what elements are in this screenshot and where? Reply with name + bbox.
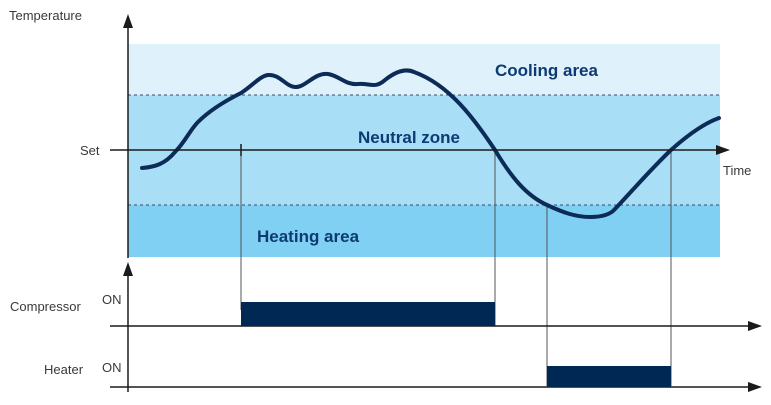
heating-area-band [128, 205, 720, 257]
heater-label: Heater [44, 362, 84, 377]
output-axis-arrow-icon [123, 262, 133, 276]
set-label: Set [80, 143, 100, 158]
time-axis-label: Time [723, 163, 751, 178]
time-axis-arrow-icon [716, 145, 730, 155]
heater-axis-arrow-icon [748, 382, 762, 392]
compressor-label: Compressor [10, 299, 81, 314]
compressor-axis-arrow-icon [748, 321, 762, 331]
cooling-area-band [128, 44, 720, 95]
heating-area-label: Heating area [257, 227, 360, 246]
compressor-on-bar [241, 302, 495, 326]
heater-on-bar [547, 366, 671, 387]
compressor-on-label: ON [102, 292, 122, 307]
heater-on-label: ON [102, 360, 122, 375]
temperature-axis-label: Temperature [9, 8, 82, 23]
cooling-area-label: Cooling area [495, 61, 599, 80]
temperature-axis-arrow-icon [123, 14, 133, 28]
neutral-zone-label: Neutral zone [358, 128, 460, 147]
temperature-curve [140, 68, 721, 219]
